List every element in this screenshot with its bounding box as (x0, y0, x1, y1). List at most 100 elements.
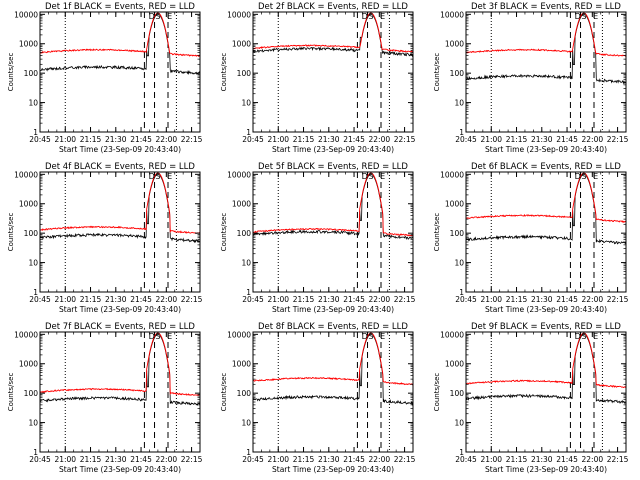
x-tick-label: 21:15 (80, 455, 102, 464)
x-tick-label: 22:15 (181, 455, 203, 464)
y-tick-label: 1000 (19, 360, 38, 369)
x-tick-label: 21:45 (343, 135, 365, 144)
x-tick-label: 22:00 (156, 135, 178, 144)
marker-letter: D (575, 332, 581, 341)
marker-letter: E (593, 172, 598, 181)
y-tick-label: 100 (237, 229, 252, 238)
plot-frame (465, 11, 627, 133)
marker-letter: E (380, 172, 385, 181)
y-tick-label: 1 (246, 128, 251, 137)
y-axis-label: Counts/sec (7, 53, 15, 92)
y-tick-label: 10 (241, 419, 251, 428)
x-tick-label: 21:30 (105, 135, 127, 144)
marker-letter: S (368, 172, 373, 181)
marker-letter: S (155, 12, 160, 21)
y-tick-label: 1 (459, 128, 464, 137)
y-tick-label: 1000 (232, 40, 251, 49)
x-tick-label: 20:45 (242, 135, 264, 144)
y-axis-label: Counts/sec (7, 213, 15, 252)
marker-letter: S (368, 12, 373, 21)
y-axis-label: Counts/sec (433, 213, 441, 252)
x-tick-label: 20:45 (29, 135, 51, 144)
x-tick-label: 21:15 (506, 455, 528, 464)
y-tick-label: 10000 (14, 10, 38, 19)
x-tick-label: 21:00 (267, 455, 289, 464)
x-axis-label: Start Time (23-Sep-09 20:43:40) (272, 465, 394, 474)
x-tick-label: 22:00 (582, 295, 604, 304)
x-tick-label: 21:15 (293, 295, 315, 304)
plot-frame (252, 171, 414, 293)
y-tick-label: 10 (454, 99, 464, 108)
lld-series-line (465, 12, 626, 57)
x-tick-label: 22:15 (607, 135, 629, 144)
y-tick-label: 10 (241, 99, 251, 108)
marker-letter: D (149, 332, 155, 341)
marker-letter: D (149, 12, 155, 21)
chart-title: Det 3f BLACK = Events, RED = LLD (471, 2, 621, 12)
x-tick-label: 21:30 (318, 295, 340, 304)
events-series-line (39, 13, 201, 76)
chart-title: Det 9f BLACK = Events, RED = LLD (471, 322, 621, 332)
marker-letter: D (149, 172, 155, 181)
marker-letter: S (368, 332, 373, 341)
plot-frame (39, 11, 201, 133)
x-tick-label: 21:45 (556, 455, 578, 464)
x-tick-label: 21:15 (293, 455, 315, 464)
x-tick-label: 22:15 (394, 455, 416, 464)
lld-series-line (465, 172, 626, 224)
marker-letter: D (362, 12, 368, 21)
x-tick-label: 21:30 (105, 455, 127, 464)
x-tick-label: 21:00 (54, 455, 76, 464)
marker-letter: D (362, 332, 368, 341)
events-series-line (465, 333, 626, 404)
y-tick-label: 100 (24, 229, 39, 238)
y-tick-label: 10000 (14, 330, 38, 339)
x-axis-label: Start Time (23-Sep-09 20:43:40) (272, 305, 394, 314)
lld-series-line (252, 172, 413, 237)
x-tick-label: 20:45 (242, 455, 264, 464)
x-tick-label: 22:00 (156, 295, 178, 304)
chart-title: Det 6f BLACK = Events, RED = LLD (471, 162, 621, 172)
y-tick-label: 100 (450, 389, 465, 398)
x-tick-label: 22:00 (582, 135, 604, 144)
marker-letter: E (167, 172, 172, 181)
x-tick-label: 20:45 (242, 295, 264, 304)
marker-letter: D (575, 172, 581, 181)
y-tick-label: 10000 (227, 10, 251, 19)
x-tick-label: 21:00 (54, 295, 76, 304)
x-tick-label: 21:45 (130, 455, 152, 464)
x-tick-label: 21:00 (480, 455, 502, 464)
chart-title: Det 7f BLACK = Events, RED = LLD (45, 322, 195, 332)
y-tick-label: 10000 (227, 330, 251, 339)
marker-letter: S (581, 172, 586, 181)
events-series-line (39, 333, 201, 406)
x-tick-label: 21:00 (267, 135, 289, 144)
y-axis-label: Counts/sec (220, 53, 228, 92)
x-tick-label: 21:15 (293, 135, 315, 144)
y-axis-label: Counts/sec (220, 373, 228, 412)
plot-frame (465, 171, 627, 293)
x-tick-label: 22:15 (607, 295, 629, 304)
x-axis-label: Start Time (23-Sep-09 20:43:40) (272, 145, 394, 154)
y-tick-label: 10 (454, 259, 464, 268)
marker-letter: D (575, 12, 581, 21)
marker-letter: S (581, 332, 586, 341)
y-tick-label: 10 (241, 259, 251, 268)
y-tick-label: 100 (450, 69, 465, 78)
x-tick-label: 21:30 (318, 135, 340, 144)
x-tick-label: 22:15 (181, 295, 203, 304)
x-tick-label: 21:00 (54, 135, 76, 144)
x-tick-label: 21:45 (130, 135, 152, 144)
x-tick-label: 22:00 (369, 455, 391, 464)
x-tick-label: 22:00 (156, 455, 178, 464)
x-tick-label: 21:45 (130, 295, 152, 304)
x-axis-label: Start Time (23-Sep-09 20:43:40) (59, 305, 181, 314)
x-tick-label: 21:30 (105, 295, 127, 304)
